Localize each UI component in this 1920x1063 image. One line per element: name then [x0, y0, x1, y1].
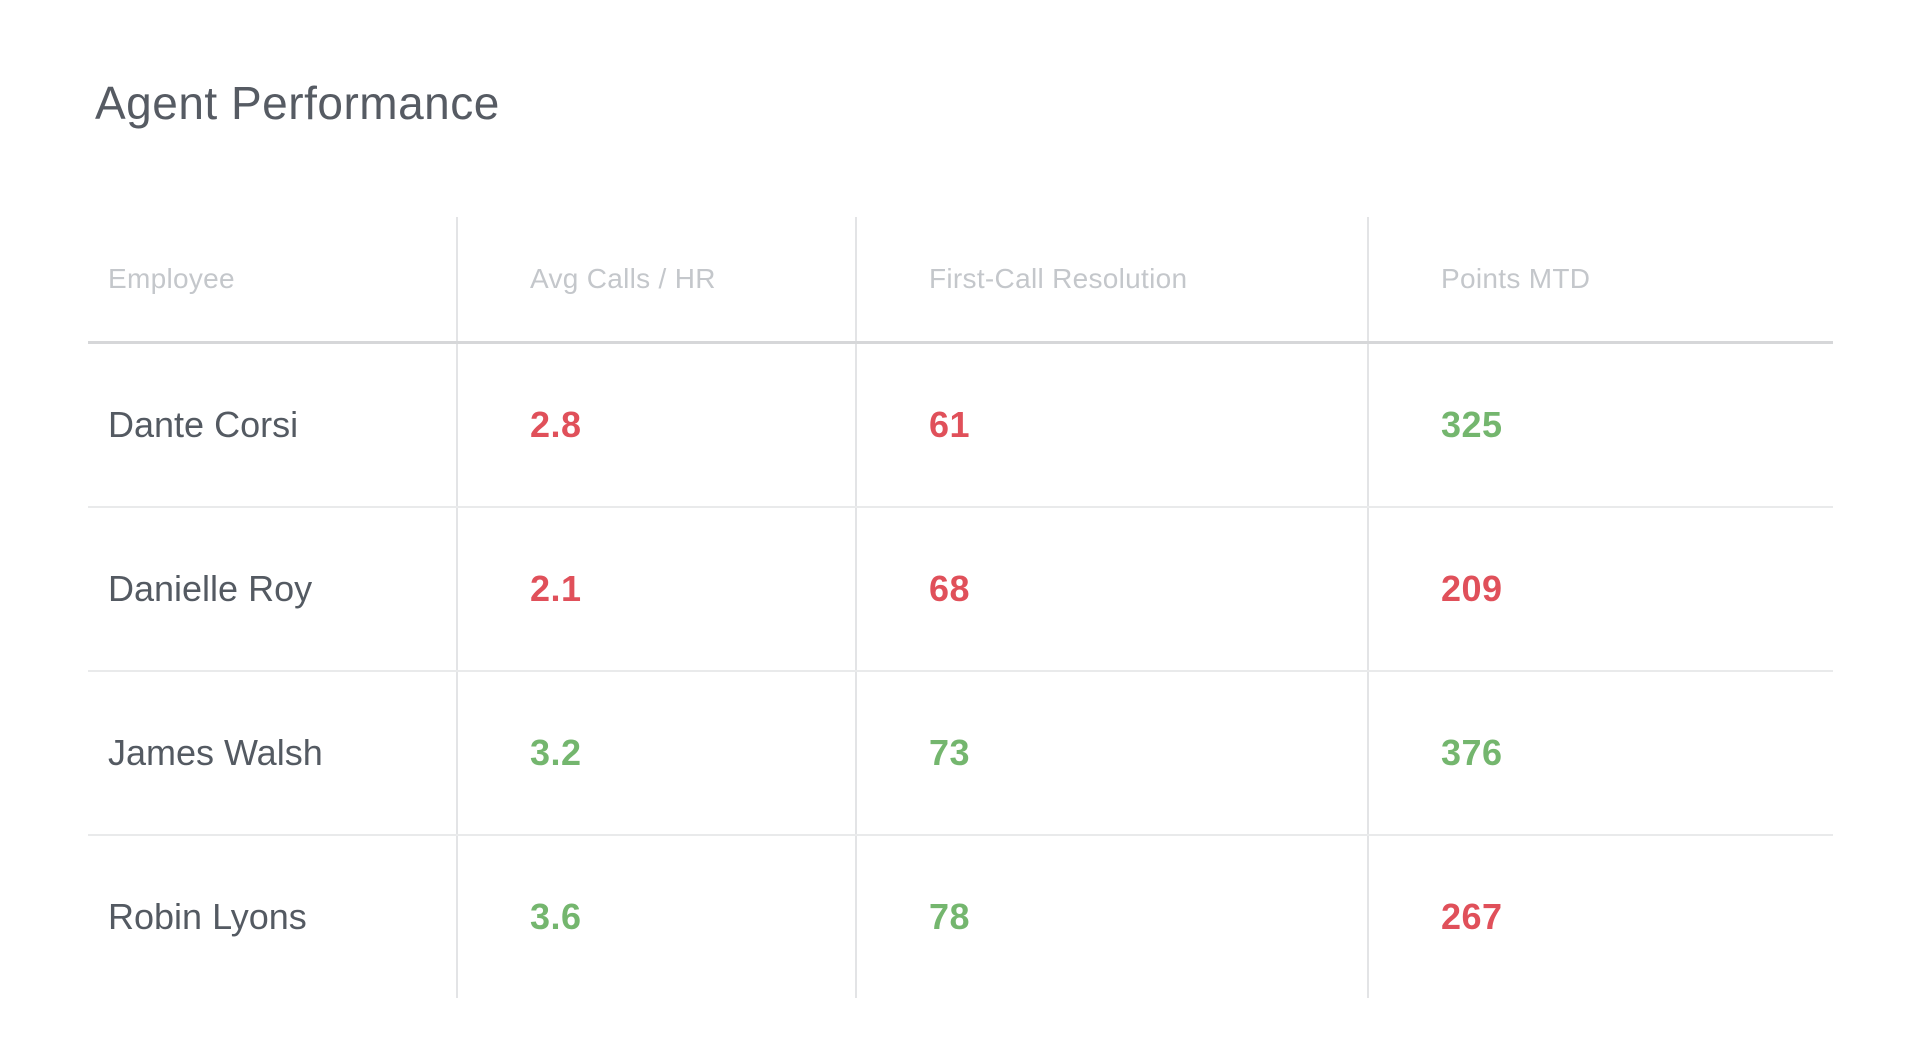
table-row: Danielle Roy 2.1 68 209: [88, 506, 1833, 670]
column-header-points-mtd: Points MTD: [1441, 263, 1591, 294]
points-mtd-cell: 325: [1441, 404, 1503, 445]
table-row: James Walsh 3.2 73 376: [88, 670, 1833, 834]
avg-calls-cell: 2.1: [458, 508, 857, 670]
first-call-resolution-cell: 78: [857, 836, 1369, 998]
avg-calls-cell: 3.6: [458, 836, 857, 998]
table-header-row: Employee Avg Calls / HR First-Call Resol…: [88, 217, 1833, 344]
column-header-first-call-resolution: First-Call Resolution: [857, 217, 1369, 341]
table-row: Dante Corsi 2.8 61 325: [88, 344, 1833, 506]
first-call-resolution-cell: 73: [857, 672, 1369, 834]
table-row: Robin Lyons 3.6 78 267: [88, 834, 1833, 998]
first-call-resolution-cell: 61: [857, 344, 1369, 506]
first-call-resolution-cell: 68: [857, 508, 1369, 670]
agent-performance-table: Employee Avg Calls / HR First-Call Resol…: [88, 217, 1833, 998]
employee-name-cell: Dante Corsi: [88, 344, 458, 506]
column-header-employee: Employee: [88, 217, 458, 341]
points-mtd-cell: 267: [1441, 896, 1503, 937]
avg-calls-cell: 3.2: [458, 672, 857, 834]
employee-name-cell: Robin Lyons: [88, 836, 458, 998]
employee-name-cell: James Walsh: [88, 672, 458, 834]
column-header-avg-calls: Avg Calls / HR: [458, 217, 857, 341]
points-mtd-cell: 376: [1441, 732, 1503, 773]
page-title: Agent Performance: [95, 77, 500, 129]
employee-name-cell: Danielle Roy: [88, 508, 458, 670]
avg-calls-cell: 2.8: [458, 344, 857, 506]
points-mtd-cell: 209: [1441, 568, 1503, 609]
